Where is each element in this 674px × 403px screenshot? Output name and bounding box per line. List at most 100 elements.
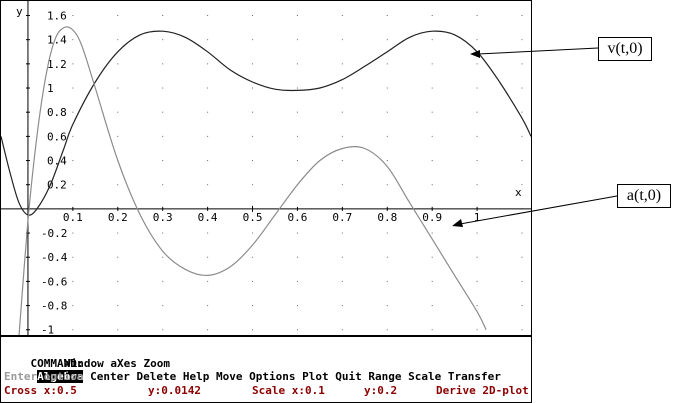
- grid-dot: [252, 184, 254, 186]
- status-scale-y: y:0.2: [364, 384, 398, 397]
- grid-dot: [386, 160, 388, 162]
- v-callout-arrowhead: [470, 50, 480, 58]
- grid-dot: [296, 135, 298, 137]
- menu-item-delete[interactable]: Delete: [136, 370, 177, 383]
- grid-dot: [117, 87, 119, 89]
- grid-dot: [117, 256, 119, 258]
- grid-dot: [341, 329, 343, 331]
- x-tick-label: 0.8: [377, 211, 397, 224]
- grid-dot: [386, 329, 388, 331]
- grid-dot: [117, 39, 119, 41]
- x-tick-label: 0.5: [243, 211, 263, 224]
- grid-dot: [252, 111, 254, 113]
- grid-dot: [296, 87, 298, 89]
- grid-dot: [117, 63, 119, 65]
- y-tick-label: 1.6: [47, 10, 67, 23]
- grid-dot: [521, 329, 523, 331]
- grid-dot: [72, 256, 74, 258]
- status-cross-x: Cross x:0.5: [4, 384, 77, 397]
- grid-dot: [341, 160, 343, 162]
- grid-dot: [431, 280, 433, 282]
- grid-dot: [162, 232, 164, 234]
- grid-dot: [521, 305, 523, 307]
- grid-dot: [431, 135, 433, 137]
- grid-dot: [207, 39, 209, 41]
- menu-item-transfer[interactable]: Transfer: [447, 370, 501, 383]
- x-tick-label: 1: [474, 211, 481, 224]
- grid-dot: [341, 39, 343, 41]
- grid-dot: [431, 87, 433, 89]
- grid-dot: [117, 232, 119, 234]
- menu-item-scale[interactable]: Scale: [408, 370, 442, 383]
- grid-dot: [386, 111, 388, 113]
- grid-dot: [386, 184, 388, 186]
- grid-dot: [117, 280, 119, 282]
- menu-item-algebra[interactable]: Algebra: [37, 370, 84, 383]
- a-callout-arrow-line: [459, 195, 618, 225]
- grid-dot: [476, 232, 478, 234]
- menu-item-center[interactable]: Center: [90, 370, 130, 383]
- grid-dot: [386, 305, 388, 307]
- grid-dot: [117, 305, 119, 307]
- grid-dot: [252, 280, 254, 282]
- grid-dot: [341, 15, 343, 17]
- grid-dot: [162, 329, 164, 331]
- grid-dot: [252, 256, 254, 258]
- grid-dot: [207, 256, 209, 258]
- grid-dot: [252, 135, 254, 137]
- menu-item-zoom[interactable]: Zoom: [143, 357, 171, 370]
- status-scale-x: Scale x:0.1: [252, 384, 325, 397]
- menu-item-move[interactable]: Move: [215, 370, 243, 383]
- grid-dot: [431, 63, 433, 65]
- grid-dot: [386, 280, 388, 282]
- grid-dot: [296, 39, 298, 41]
- menu-separator: [1, 335, 531, 337]
- grid-dot: [207, 15, 209, 17]
- grid-dot: [162, 280, 164, 282]
- grid-dot: [207, 160, 209, 162]
- grid-dot: [386, 63, 388, 65]
- grid-dot: [386, 15, 388, 17]
- menu-item-quit[interactable]: Quit: [335, 370, 362, 383]
- x-tick-label: 0.3: [153, 211, 173, 224]
- grid-dot: [162, 135, 164, 137]
- grid-dot: [521, 256, 523, 258]
- menu-item-plot[interactable]: Plot: [302, 370, 329, 383]
- grid-dot: [476, 135, 478, 137]
- y-tick-label: -0.6: [41, 275, 68, 288]
- grid-dot: [72, 232, 74, 234]
- grid-dot: [72, 135, 74, 137]
- grid-dot: [431, 256, 433, 258]
- grid-dot: [296, 160, 298, 162]
- grid-dot: [431, 39, 433, 41]
- y-tick-label: 0.8: [47, 106, 67, 119]
- grid-dot: [207, 63, 209, 65]
- grid-dot: [117, 135, 119, 137]
- grid-dot: [476, 160, 478, 162]
- grid-dot: [207, 135, 209, 137]
- grid-dot: [476, 184, 478, 186]
- y-tick-label: -0.4: [41, 251, 68, 264]
- grid-dot: [296, 329, 298, 331]
- menu-item-axes[interactable]: aXes: [110, 357, 137, 370]
- menu-item-window[interactable]: Window: [64, 357, 104, 370]
- grid-dot: [341, 232, 343, 234]
- grid-dot: [521, 111, 523, 113]
- grid-dot: [207, 232, 209, 234]
- grid-dot: [207, 280, 209, 282]
- x-tick-label: 0.9: [422, 211, 442, 224]
- grid-dot: [431, 184, 433, 186]
- command-menu: COMMAND: Algebra Center Delete Help Move…: [4, 344, 501, 396]
- menu-item-range[interactable]: Range: [368, 370, 402, 383]
- grid-dot: [521, 87, 523, 89]
- grid-dot: [117, 329, 119, 331]
- grid-dot: [341, 111, 343, 113]
- plot-area[interactable]: x y 0.1 0.2 0.3 0.4 0.5 0.6 0.7 0.8 0.9 1 1.6 1.4 1.2 1…: [1, 1, 531, 337]
- y-tick-label: 1.4: [47, 34, 67, 47]
- grid-dot: [386, 256, 388, 258]
- menu-item-options[interactable]: Options: [249, 370, 296, 383]
- grid-dot: [117, 111, 119, 113]
- grid-dot: [521, 63, 523, 65]
- y-tick-label: -0.8: [41, 300, 68, 313]
- menu-item-help[interactable]: Help: [182, 370, 210, 383]
